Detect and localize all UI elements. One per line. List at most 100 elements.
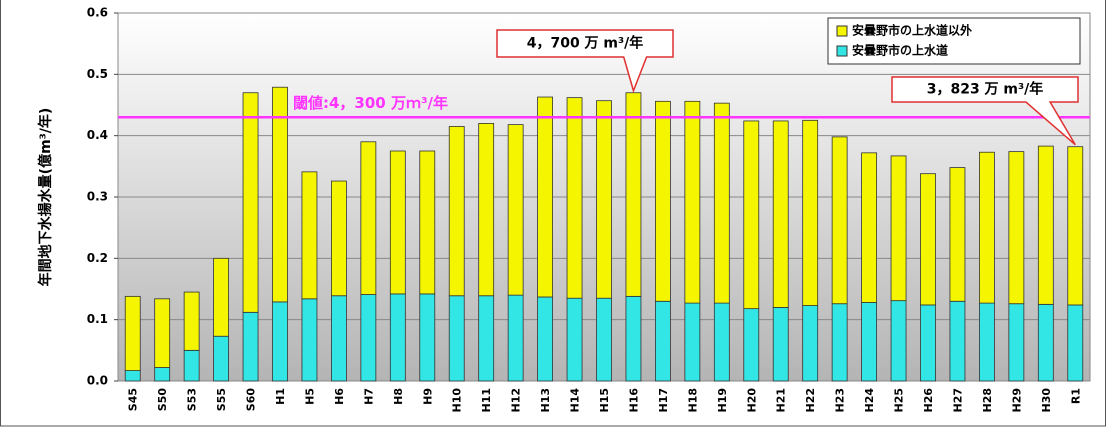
- bar-segment: [743, 308, 760, 382]
- x-tick-label: H6: [333, 388, 346, 405]
- bar-segment: [242, 311, 259, 382]
- bar-segment: [331, 180, 347, 297]
- bar-segment: [389, 293, 406, 382]
- x-tick-label: H15: [598, 388, 611, 413]
- bar-segment: [419, 293, 436, 382]
- bar-segment: [448, 126, 465, 297]
- x-tick-label: H17: [657, 388, 670, 413]
- bar-segment: [979, 302, 995, 382]
- x-tick-label: S45: [127, 388, 140, 411]
- callout-box: [496, 29, 674, 94]
- bar-segment: [154, 298, 171, 368]
- bar-segment: [537, 296, 553, 382]
- bar-segment: [684, 100, 701, 304]
- bar-segment: [861, 152, 877, 303]
- legend-swatch: [836, 25, 848, 37]
- bar-segment: [183, 349, 200, 382]
- bar-segment: [389, 150, 406, 295]
- x-tick-label: H5: [303, 388, 316, 405]
- x-tick-label: R1: [1069, 388, 1082, 404]
- bar-segment: [242, 92, 259, 313]
- callout-box: [891, 76, 1079, 146]
- bar-segment: [419, 150, 436, 295]
- bar-segment: [1008, 151, 1025, 305]
- y-tick-label: 0.3: [87, 190, 108, 204]
- bar-segment: [596, 297, 612, 382]
- bar-segment: [537, 96, 553, 298]
- bar-segment: [772, 120, 789, 308]
- bar-segment: [713, 102, 730, 304]
- bar-segment: [684, 302, 701, 382]
- bar-segment: [566, 97, 583, 299]
- bar-segment: [301, 298, 318, 382]
- bar-segment: [507, 294, 524, 382]
- bar-segment: [772, 306, 789, 382]
- x-tick-label: H12: [510, 388, 523, 413]
- x-tick-label: H9: [421, 388, 434, 405]
- bar-segment: [949, 300, 966, 382]
- x-tick-label: H1: [274, 388, 287, 405]
- bar-segment: [507, 124, 524, 296]
- bar-segment: [713, 302, 730, 382]
- bar-segment: [213, 257, 229, 337]
- bar-segment: [183, 291, 200, 351]
- bar-segment: [890, 300, 907, 382]
- bar-segment: [655, 100, 671, 302]
- x-tick-label: H7: [362, 388, 375, 405]
- y-tick-label: 0.6: [87, 6, 108, 20]
- bar-segment: [625, 295, 642, 382]
- bar-segment: [478, 295, 495, 382]
- bar-segment: [1067, 146, 1084, 306]
- bar-segment: [213, 335, 229, 382]
- x-tick-label: H23: [834, 388, 847, 413]
- x-tick-label: H25: [893, 388, 906, 413]
- x-tick-label: H28: [981, 388, 994, 413]
- bar-segment: [655, 300, 671, 382]
- bar-segment: [124, 295, 141, 371]
- callout-text: 4，700 万 m³/年: [527, 35, 644, 52]
- y-tick-label: 0.2: [87, 251, 108, 265]
- x-tick-label: H18: [686, 388, 699, 413]
- legend-label: 安曇野市の上水道以外: [852, 23, 972, 38]
- x-tick-label: S60: [245, 388, 258, 412]
- bar-segment: [566, 297, 583, 382]
- bar-segment: [920, 304, 936, 382]
- bar-segment: [1037, 303, 1054, 382]
- x-tick-label: H8: [392, 388, 405, 405]
- x-tick-label: S50: [156, 388, 169, 412]
- bar-segment: [979, 151, 995, 304]
- x-tick-label: H26: [922, 388, 935, 413]
- bar-segment: [861, 302, 877, 382]
- bar-segment: [1037, 145, 1054, 305]
- legend-label: 安曇野市の上水道: [852, 43, 948, 58]
- bar-segment: [596, 100, 612, 299]
- bar-segment: [1067, 304, 1084, 382]
- x-tick-label: H16: [627, 388, 640, 413]
- x-tick-label: H13: [539, 388, 552, 413]
- bar-segment: [743, 120, 760, 310]
- bar-segment: [831, 136, 848, 305]
- callout-text: 3，823 万 m³/年: [927, 81, 1044, 98]
- x-tick-label: S53: [186, 388, 199, 411]
- bar-segment: [154, 367, 171, 382]
- y-tick-label: 0.4: [87, 128, 108, 142]
- x-tick-label: S55: [215, 388, 228, 411]
- bar-segment: [802, 119, 819, 306]
- x-tick-label: H22: [804, 388, 817, 413]
- bar-segment: [625, 92, 642, 297]
- bar-segment: [478, 123, 495, 297]
- bar-segment: [802, 305, 819, 382]
- bar-segment: [272, 301, 288, 382]
- y-tick-label: 0.0: [87, 374, 108, 388]
- x-tick-label: H10: [451, 388, 464, 413]
- bar-segment: [890, 155, 907, 302]
- legend-box: [827, 17, 1081, 65]
- y-tick-label: 0.5: [87, 67, 108, 81]
- y-axis-label: 年間地下水揚水量(億m³/年): [37, 108, 54, 287]
- x-tick-label: H27: [951, 388, 964, 413]
- x-tick-label: H19: [716, 388, 729, 413]
- bar-segment: [331, 295, 347, 382]
- x-tick-label: H30: [1040, 388, 1053, 413]
